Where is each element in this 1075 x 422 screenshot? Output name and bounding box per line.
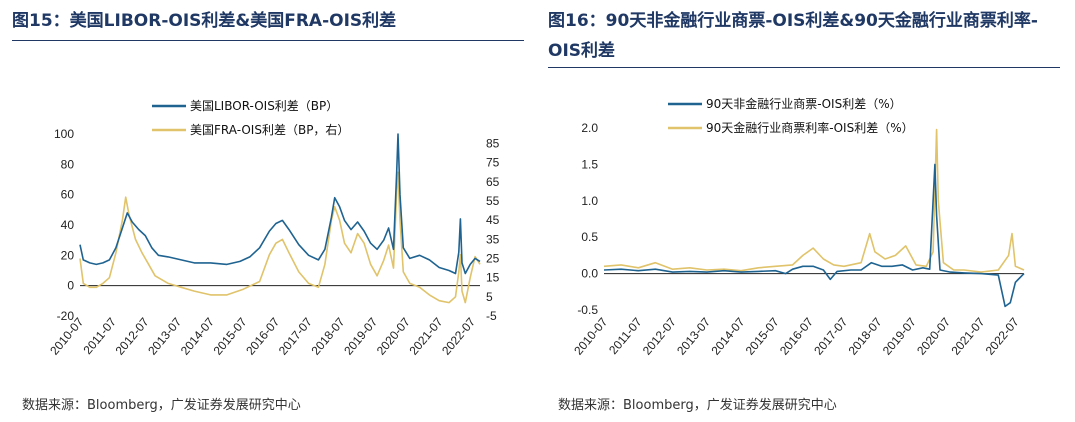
y2-tick-label: 15	[486, 271, 500, 285]
y-tick-label: 20	[61, 248, 75, 262]
source-note: 数据来源：Bloomberg，广发证券发展研究中心	[558, 398, 837, 413]
x-tick-label: 2019-07	[880, 315, 919, 358]
x-tick-label: 2010-07	[571, 315, 610, 358]
figure-title: 图15：美国LIBOR-OIS利差&美国FRA-OIS利差	[12, 11, 397, 31]
y2-tick-label: 65	[486, 175, 500, 189]
y-tick-label: -20	[57, 309, 75, 323]
x-tick-label: 2018-07	[846, 315, 885, 358]
y2-tick-label: -5	[486, 309, 497, 323]
title-rule	[12, 40, 524, 41]
y2-tick-label: 45	[486, 213, 500, 227]
series-line	[79, 171, 481, 304]
y-tick-label: 2.0	[581, 121, 598, 135]
x-tick-label: 2013-07	[145, 315, 184, 358]
x-tick-label: 2021-07	[948, 315, 987, 358]
y-tick-label: 0	[67, 279, 74, 293]
y2-tick-label: 85	[486, 137, 500, 151]
y-tick-label: 80	[61, 157, 75, 171]
x-tick-label: 2020-07	[374, 315, 413, 358]
series-line	[79, 133, 481, 275]
x-tick-label: 2020-07	[914, 315, 953, 358]
y2-tick-label: 25	[486, 252, 500, 266]
x-tick-label: 2017-07	[811, 315, 850, 358]
x-tick-label: 2015-07	[211, 315, 250, 358]
x-tick-label: 2018-07	[308, 315, 347, 358]
x-tick-label: 2011-07	[80, 315, 119, 357]
series-line	[603, 163, 1025, 308]
y-tick-label: 40	[61, 218, 75, 232]
source-note: 数据来源：Bloomberg，广发证券发展研究中心	[22, 398, 301, 413]
y-tick-label: 0.0	[581, 267, 598, 281]
figure-title: 图16：90天非金融行业商票-OIS利差&90天金融行业商票利率-OIS利差	[548, 11, 1038, 61]
x-tick-label: 2012-07	[113, 315, 152, 358]
legend-label: 美国FRA-OIS利差（BP，右）	[190, 122, 349, 137]
y-tick-label: 60	[61, 188, 75, 202]
x-tick-label: 2016-07	[243, 315, 282, 358]
x-tick-label: 2019-07	[341, 315, 380, 358]
y-tick-label: 1.0	[581, 194, 598, 208]
y-tick-label: -0.5	[577, 303, 598, 317]
chart-16-svg: 2.0 1.5 1.0 0.5 0.0 -0.52010-072011-072012-07…	[571, 96, 1025, 358]
legend-label: 90天金融行业商票利率-OIS利差（%）	[706, 120, 914, 135]
x-tick-label: 2015-07	[743, 315, 782, 358]
x-tick-label: 2017-07	[276, 315, 315, 358]
y-tick-label: 1.5	[581, 157, 598, 171]
y2-tick-label: 75	[486, 156, 500, 170]
x-tick-label: 2012-07	[640, 315, 679, 358]
chart-15-svg: 100806040200-2085756555453525155-52010-0…	[47, 99, 500, 358]
y2-tick-label: 35	[486, 232, 500, 246]
x-tick-label: 2014-07	[708, 315, 747, 358]
x-tick-label: 2014-07	[178, 315, 217, 358]
y-tick-label: 0.5	[581, 230, 598, 244]
x-tick-label: 2022-07	[983, 315, 1022, 358]
x-tick-label: 2011-07	[606, 315, 645, 357]
x-tick-label: 2016-07	[777, 315, 816, 358]
y2-tick-label: 5	[486, 290, 493, 304]
x-tick-label: 2022-07	[439, 315, 478, 358]
y2-tick-label: 55	[486, 194, 500, 208]
y-tick-label: 100	[54, 127, 74, 141]
legend-label: 美国LIBOR-OIS利差（BP）	[190, 99, 338, 113]
figure-15: 图15：美国LIBOR-OIS利差&美国FRA-OIS利差 100 80 60 40 2…	[12, 0, 537, 422]
title-rule	[548, 67, 1060, 68]
legend-label: 90天非金融行业商票-OIS利差（%）	[706, 96, 902, 111]
x-tick-label: 2013-07	[674, 315, 713, 358]
series-line	[603, 128, 1025, 273]
x-tick-label: 2021-07	[406, 315, 445, 358]
figure-16: 图16：90天非金融行业商票-OIS利差&90天金融行业商票利率-OIS利差 2…	[548, 0, 1073, 422]
